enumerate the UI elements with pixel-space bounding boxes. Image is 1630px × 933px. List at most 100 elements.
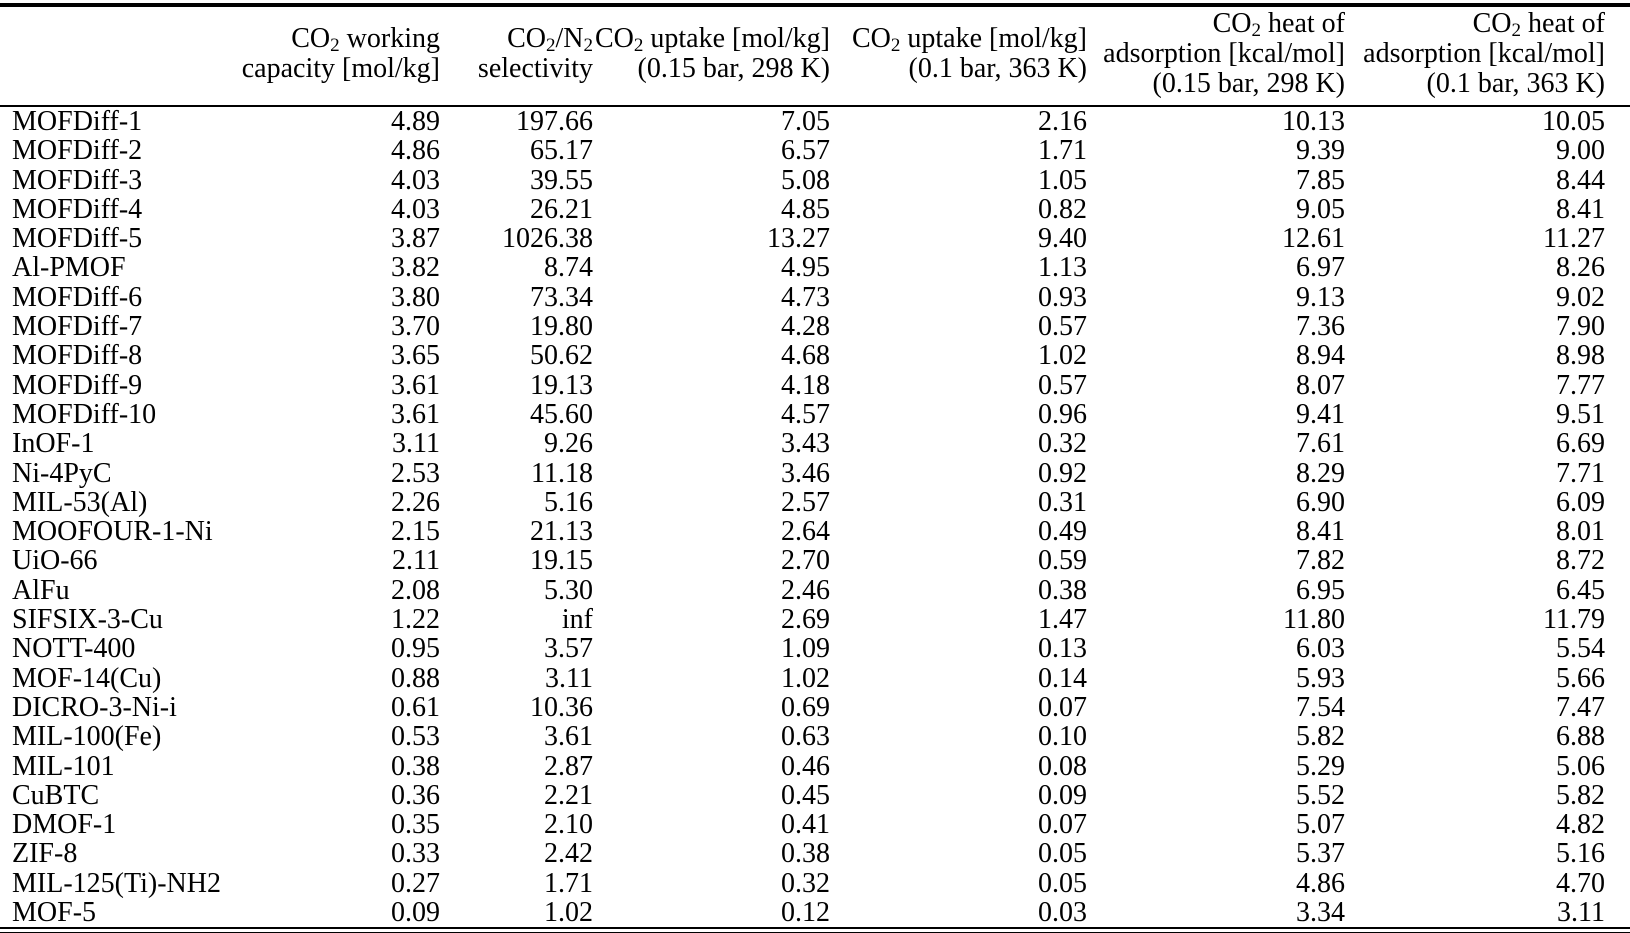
value-cell: 6.69 bbox=[1556, 428, 1605, 460]
value-cell: 10.36 bbox=[530, 691, 593, 723]
value-cell: 0.96 bbox=[1038, 398, 1087, 430]
value-cell: 6.03 bbox=[1296, 633, 1345, 665]
table-row: DICRO-3-Ni-i 0.61 10.36 0.69 0.07 7.54 7.47 bbox=[0, 691, 1630, 723]
value-cell: 4.95 bbox=[781, 252, 830, 284]
table-row: MOFDiff-1 4.89 197.66 7.05 2.16 10.13 10.05 bbox=[0, 106, 1630, 137]
value-cell: 2.69 bbox=[781, 604, 830, 636]
value-cell: 4.73 bbox=[781, 281, 830, 313]
value-cell: 4.28 bbox=[781, 311, 830, 343]
value-cell: 3.11 bbox=[545, 662, 593, 694]
value-cell: 9.02 bbox=[1556, 281, 1605, 313]
table-row: MOFDiff-7 3.70 19.80 4.28 0.57 7.36 7.90 bbox=[0, 311, 1630, 343]
value-cell: 2.16 bbox=[1038, 106, 1087, 137]
table-row: UiO-66 2.11 19.15 2.70 0.59 7.82 8.72 bbox=[0, 545, 1630, 577]
column-header-material bbox=[0, 5, 240, 107]
material-name-cell: UiO-66 bbox=[12, 545, 98, 577]
material-name-cell: Al-PMOF bbox=[12, 252, 126, 284]
value-cell: 2.64 bbox=[781, 516, 830, 548]
value-cell: 8.98 bbox=[1556, 340, 1605, 372]
table-row: Al-PMOF 3.82 8.74 4.95 1.13 6.97 8.26 bbox=[0, 252, 1630, 284]
value-cell: 11.18 bbox=[531, 457, 593, 489]
value-cell: 0.57 bbox=[1038, 311, 1087, 343]
value-cell: 7.85 bbox=[1296, 164, 1345, 196]
table-row: MOF-14(Cu) 0.88 3.11 1.02 0.14 5.93 5.66 bbox=[0, 662, 1630, 694]
value-cell: 0.14 bbox=[1038, 662, 1087, 694]
value-cell: 1.47 bbox=[1038, 604, 1087, 636]
value-cell: 1.22 bbox=[391, 604, 440, 636]
table-row: NOTT-400 0.95 3.57 1.09 0.13 6.03 5.54 bbox=[0, 633, 1630, 665]
material-name-cell: AlFu bbox=[12, 574, 70, 606]
value-cell: 3.61 bbox=[544, 721, 593, 753]
value-cell: 8.26 bbox=[1556, 252, 1605, 284]
value-cell: 3.11 bbox=[1345, 898, 1630, 930]
table-row: MOFDiff-5 3.87 1026.38 13.27 9.40 12.61 11.27 bbox=[0, 223, 1630, 255]
column-header-working-capacity: CO2 working capacity [mol/kg] bbox=[240, 5, 440, 107]
value-cell: 73.34 bbox=[530, 281, 593, 313]
value-cell: 9.41 bbox=[1296, 398, 1345, 430]
material-name-cell: MIL-100(Fe) bbox=[12, 721, 162, 753]
value-cell: 9.26 bbox=[544, 428, 593, 460]
value-cell: 7.61 bbox=[1296, 428, 1345, 460]
value-cell: 4.89 bbox=[391, 106, 440, 137]
table-row: InOF-1 3.11 9.26 3.43 0.32 7.61 6.69 bbox=[0, 428, 1630, 460]
value-cell: 6.95 bbox=[1296, 574, 1345, 606]
value-cell: 9.40 bbox=[1038, 223, 1087, 255]
column-header-selectivity: CO2/N2 selectivity bbox=[440, 5, 593, 107]
value-cell: 8.74 bbox=[544, 252, 593, 284]
value-cell: 2.57 bbox=[781, 486, 830, 518]
value-cell: 197.66 bbox=[516, 106, 593, 137]
value-cell: 2.46 bbox=[781, 574, 830, 606]
value-cell: 3.61 bbox=[391, 369, 440, 401]
value-cell: 2.21 bbox=[544, 779, 593, 811]
value-cell: 8.01 bbox=[1556, 516, 1605, 548]
value-cell: 5.06 bbox=[1556, 750, 1605, 782]
material-name-cell: MIL-101 bbox=[12, 750, 115, 782]
value-cell: 6.57 bbox=[781, 135, 830, 167]
value-cell: 9.13 bbox=[1296, 281, 1345, 313]
value-cell: 2.10 bbox=[544, 809, 593, 841]
value-cell: 6.97 bbox=[1296, 252, 1345, 284]
material-name-cell: Ni-4PyC bbox=[12, 457, 112, 489]
value-cell: 2.70 bbox=[781, 545, 830, 577]
value-cell: 45.60 bbox=[530, 398, 593, 430]
value-cell: 4.86 bbox=[391, 135, 440, 167]
value-cell: 4.18 bbox=[781, 369, 830, 401]
value-cell: 11.27 bbox=[1543, 223, 1605, 255]
value-cell: 0.38 bbox=[781, 838, 830, 870]
value-cell: 0.38 bbox=[391, 750, 440, 782]
value-cell: 0.27 bbox=[391, 867, 440, 899]
value-cell: 0.10 bbox=[1038, 721, 1087, 753]
value-cell: 3.82 bbox=[391, 252, 440, 284]
value-cell: inf bbox=[561, 604, 593, 636]
table-header: CO2 working capacity [mol/kg] CO2/N2 select… bbox=[0, 5, 1630, 107]
value-cell: 0.63 bbox=[781, 721, 830, 753]
value-cell: 0.05 bbox=[1038, 838, 1087, 870]
value-cell: 3.46 bbox=[781, 457, 830, 489]
material-name-cell: MOFDiff-5 bbox=[12, 223, 143, 255]
value-cell: 8.44 bbox=[1556, 164, 1605, 196]
table-row: MIL-53(Al) 2.26 5.16 2.57 0.31 6.90 6.09 bbox=[0, 486, 1630, 518]
value-cell: 5.82 bbox=[1556, 779, 1605, 811]
value-cell: 3.65 bbox=[391, 340, 440, 372]
material-name-cell: MOFDiff-3 bbox=[12, 164, 143, 196]
value-cell: 5.37 bbox=[1296, 838, 1345, 870]
value-cell: 5.08 bbox=[781, 164, 830, 196]
header-row: CO2 working capacity [mol/kg] CO2/N2 select… bbox=[0, 5, 1630, 107]
value-cell: 0.95 bbox=[391, 633, 440, 665]
value-cell: 21.13 bbox=[530, 516, 593, 548]
value-cell: 7.05 bbox=[781, 106, 830, 137]
material-name-cell: InOF-1 bbox=[12, 428, 95, 460]
material-name-cell: MOFDiff-6 bbox=[12, 281, 143, 313]
table-row: DMOF-1 0.35 2.10 0.41 0.07 5.07 4.82 bbox=[0, 809, 1630, 841]
table-row: SIFSIX-3-Cu 1.22 inf 2.69 1.47 11.80 11.79 bbox=[0, 604, 1630, 636]
value-cell: 2.42 bbox=[544, 838, 593, 870]
value-cell: 0.08 bbox=[1038, 750, 1087, 782]
material-name-cell: MOFDiff-7 bbox=[12, 311, 143, 343]
value-cell: 8.29 bbox=[1296, 457, 1345, 489]
value-cell: 3.87 bbox=[391, 223, 440, 255]
value-cell: 12.61 bbox=[1282, 223, 1345, 255]
mof-results-table: CO2 working capacity [mol/kg] CO2/N2 select… bbox=[0, 3, 1630, 930]
value-cell: 0.31 bbox=[1038, 486, 1087, 518]
value-cell: 3.57 bbox=[544, 633, 593, 665]
value-cell: 5.52 bbox=[1296, 779, 1345, 811]
